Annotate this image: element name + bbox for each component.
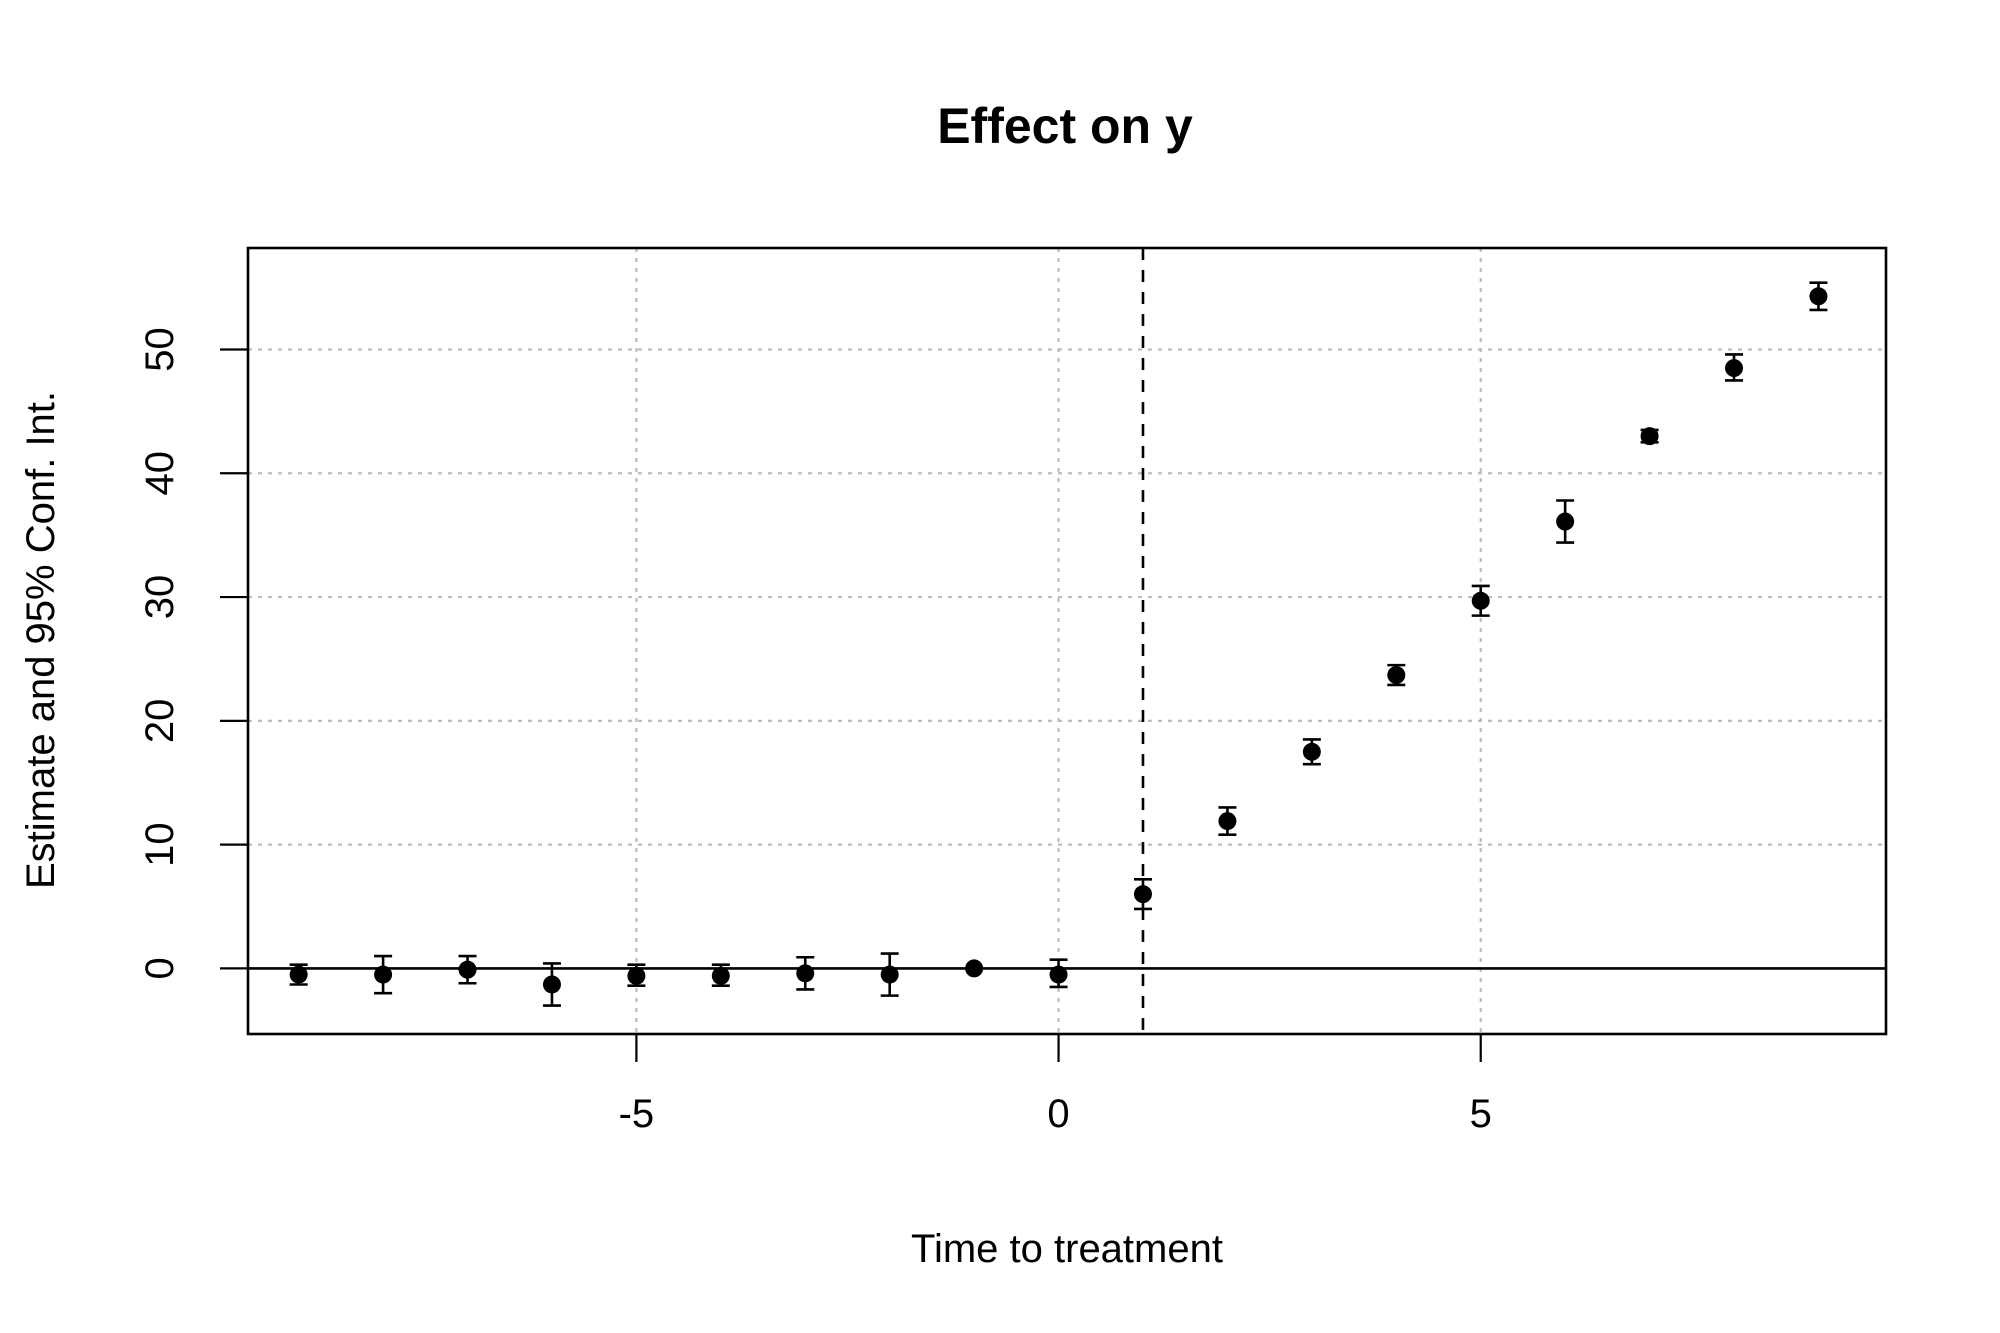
point-estimate <box>627 966 646 985</box>
y-axis: 0 10 20 30 40 50 <box>138 327 248 980</box>
point-estimate <box>289 965 308 984</box>
y-axis-label: Estimate and 95% Conf. Int. <box>19 391 63 889</box>
y-tick-label: 50 <box>138 327 182 372</box>
x-tick-label: 0 <box>1047 1092 1069 1136</box>
chart-title: Effect on y <box>937 98 1193 154</box>
point-estimate <box>1556 512 1575 531</box>
point-estimate <box>1218 812 1237 831</box>
x-axis: -5 0 5 <box>619 1034 1492 1136</box>
point-estimate <box>965 959 984 978</box>
point-estimate <box>1809 287 1828 306</box>
point-estimate <box>796 964 815 983</box>
plot-frame <box>246 246 1888 1036</box>
point-estimate <box>374 965 393 984</box>
y-tick-label: 30 <box>138 575 182 620</box>
point-estimate <box>711 966 730 985</box>
point-estimates <box>289 287 1828 994</box>
y-tick-label: 40 <box>138 451 182 496</box>
point-estimate <box>1049 965 1068 984</box>
point-estimate <box>1387 666 1406 685</box>
point-estimate <box>542 975 561 994</box>
y-tick-label: 0 <box>138 957 182 979</box>
reference-lines <box>248 248 1886 1034</box>
point-estimate <box>1640 427 1659 446</box>
x-axis-label: Time to treatment <box>911 1227 1223 1271</box>
point-estimate <box>1133 885 1152 904</box>
y-tick-label: 20 <box>138 699 182 744</box>
y-tick-label: 10 <box>138 822 182 867</box>
point-estimate <box>1725 359 1744 378</box>
point-estimate <box>458 960 477 979</box>
point-estimate <box>880 965 899 984</box>
x-tick-label: -5 <box>619 1092 655 1136</box>
point-estimate <box>1471 591 1490 610</box>
point-estimate <box>1302 742 1321 761</box>
x-tick-label: 5 <box>1470 1092 1492 1136</box>
grid-lines <box>248 248 1886 1034</box>
